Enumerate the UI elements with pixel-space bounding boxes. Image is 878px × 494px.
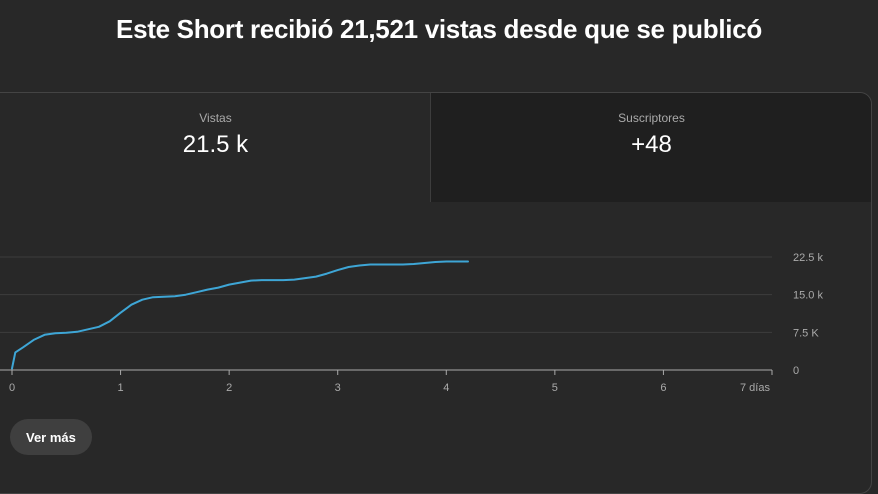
x-tick-label: 1 [118,382,124,394]
metric-subscribers[interactable]: Suscriptores +48 [430,93,871,202]
see-more-button[interactable]: Ver más [10,419,92,455]
metric-views[interactable]: Vistas 21.5 k [0,93,430,202]
x-tick-label: 3 [335,382,341,394]
metric-subscribers-value: +48 [631,131,672,158]
x-tick-label: 2 [226,382,232,394]
metric-views-value: 21.5 k [182,131,249,158]
analytics-card: Vistas 21.5 k Suscriptores +48 [0,92,872,494]
metric-views-label: Vistas [199,111,232,125]
x-tick-label: 7 días [740,382,770,394]
y-tick-label: 0 [793,365,799,377]
x-tick-label: 6 [660,382,666,394]
x-tick-label: 0 [9,382,15,394]
x-tick-label: 4 [443,382,449,394]
page-title: Este Short recibió 21,521 vistas desde q… [116,14,762,44]
y-tick-label: 7.5 K [793,327,819,339]
y-tick-label: 15.0 k [793,290,823,302]
views-line-chart: 0 7.5 K 15.0 k 22.5 k 0 1 2 3 4 5 6 7 días [0,252,823,394]
metric-subscribers-label: Suscriptores [618,111,685,125]
y-tick-label: 22.5 k [793,252,823,264]
views-series-line [11,260,469,370]
x-tick-label: 5 [552,382,558,394]
